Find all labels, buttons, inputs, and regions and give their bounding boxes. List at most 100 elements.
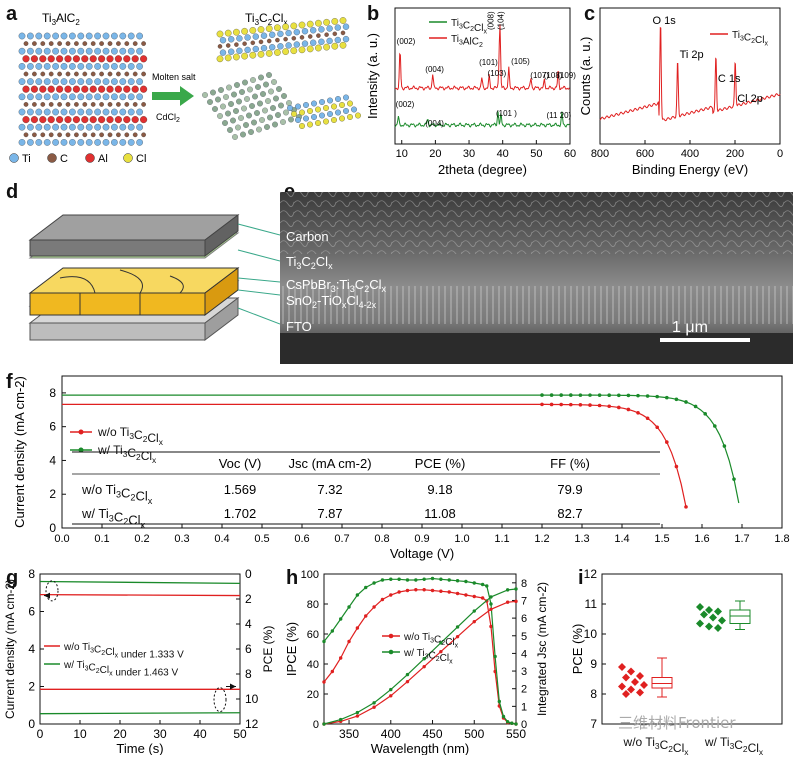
atom xyxy=(327,111,333,117)
atom xyxy=(339,41,347,49)
box-1 xyxy=(729,609,751,624)
atom xyxy=(90,41,96,46)
data-point xyxy=(549,402,554,407)
atom xyxy=(283,109,289,116)
atom xyxy=(85,47,93,55)
atom xyxy=(351,106,357,113)
atom xyxy=(69,93,76,101)
atom xyxy=(307,121,313,128)
peak-label: (103) xyxy=(488,69,507,78)
peak-label-1: Ti 2p xyxy=(680,49,704,61)
atom xyxy=(64,85,72,93)
atom xyxy=(23,41,29,46)
atom xyxy=(255,84,261,90)
data-point xyxy=(607,404,611,409)
y-tick-label: 4 xyxy=(28,642,35,656)
atom xyxy=(102,63,110,70)
data-point xyxy=(380,578,385,582)
atom xyxy=(236,47,243,54)
data-point xyxy=(705,622,713,631)
atom xyxy=(74,132,79,138)
fto-region xyxy=(280,333,793,364)
plot-frame xyxy=(599,7,781,145)
atom xyxy=(310,39,317,46)
peak-label: (108) xyxy=(544,71,563,80)
data-point xyxy=(627,667,635,676)
atom xyxy=(111,108,118,116)
y-tick-label: 0 xyxy=(28,717,35,731)
atom xyxy=(343,94,349,101)
ellipse-j xyxy=(45,580,59,602)
peak-label-0: O 1s xyxy=(653,15,677,27)
ipce-chart: 350 400 450 500 550020406080100012345678Wave… xyxy=(284,569,549,756)
atom xyxy=(123,116,131,124)
atom xyxy=(230,117,236,124)
series-line-1 xyxy=(62,394,740,504)
atom xyxy=(57,71,62,77)
atom xyxy=(85,108,93,116)
data-point xyxy=(622,673,630,682)
data-point xyxy=(455,625,460,629)
atom xyxy=(52,123,59,131)
atom xyxy=(223,94,229,100)
peak-label: (004) xyxy=(425,119,444,128)
atom xyxy=(299,123,305,129)
ti3c2clx-crystal xyxy=(216,17,350,63)
data-point xyxy=(355,626,360,630)
panel-label-g: g xyxy=(6,567,19,589)
y-tick-label: 0 xyxy=(49,521,56,535)
x-tick-label: 50 xyxy=(530,148,542,160)
atom xyxy=(99,132,104,138)
atom xyxy=(286,100,292,106)
atom xyxy=(43,78,51,85)
xrd-chart: 10 20 30 40 50 60 2theta (degree) Intensity (a.… xyxy=(365,7,576,177)
atom xyxy=(287,105,293,111)
atom xyxy=(74,41,79,46)
data-point xyxy=(485,584,489,588)
x-tick-label: 30 xyxy=(153,727,167,741)
atom xyxy=(293,28,300,36)
atom xyxy=(222,120,228,126)
atom xyxy=(278,102,284,109)
data-point xyxy=(372,605,376,609)
atom xyxy=(124,71,130,77)
atom xyxy=(132,71,138,77)
atom xyxy=(234,82,240,88)
y-axis-label: IPCE (%) xyxy=(284,622,299,676)
y-tick-label: 9 xyxy=(590,657,597,671)
ti3c2clx-title: Ti3C2Clx xyxy=(245,11,287,27)
atom xyxy=(216,55,224,63)
ti3alc2-crystal xyxy=(18,32,148,146)
atom xyxy=(239,89,245,95)
y-tick-label: 6 xyxy=(28,605,35,619)
atom xyxy=(252,45,259,53)
atom xyxy=(275,37,280,43)
peak-label: (101 ) xyxy=(496,109,517,118)
atom xyxy=(258,39,264,45)
atom xyxy=(127,139,135,146)
data-point xyxy=(414,578,418,582)
atom xyxy=(48,41,54,46)
atom xyxy=(124,132,130,138)
x-tick-label: 1.3 xyxy=(574,533,589,545)
atom xyxy=(18,108,26,116)
atom xyxy=(52,63,59,70)
atom xyxy=(114,55,122,63)
data-point xyxy=(439,577,443,581)
legend-label-1: w/ Ti3C2Clx under 1.463 V xyxy=(63,660,179,679)
data-point xyxy=(617,405,621,410)
arrow-text-molten-salt: Molten salt xyxy=(152,72,196,82)
carbon-texture xyxy=(280,192,793,254)
atom xyxy=(94,32,101,40)
atom xyxy=(116,71,121,77)
atom xyxy=(99,41,104,46)
atom xyxy=(47,85,55,93)
atom xyxy=(290,47,298,55)
data-point xyxy=(430,588,435,593)
panel-d: d xyxy=(0,178,281,368)
atom xyxy=(273,95,279,102)
atom xyxy=(260,32,268,39)
atom xyxy=(69,47,76,55)
atom xyxy=(60,32,68,40)
legend-marker-0 xyxy=(78,429,84,435)
